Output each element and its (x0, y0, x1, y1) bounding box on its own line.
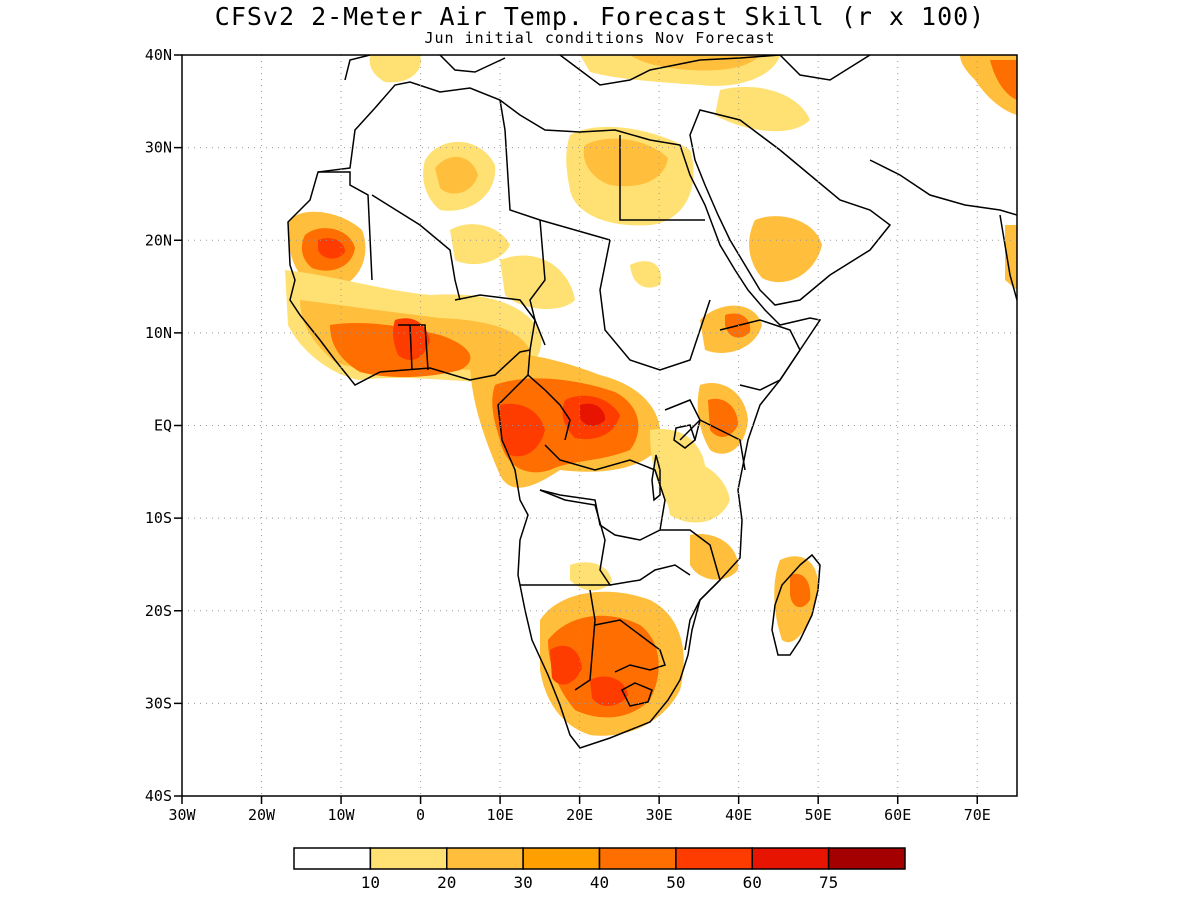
colorbar-label: 10 (361, 873, 380, 892)
lon-tick-label: 10W (328, 806, 356, 824)
lon-tick-label: 20W (248, 806, 276, 824)
lon-tick-label: 70E (964, 806, 991, 824)
border-namibia-botswana (574, 589, 596, 691)
coastlines (287, 55, 1017, 749)
lake-victoria (673, 424, 696, 449)
skill-core-western-sahara-inner (318, 238, 345, 259)
skill-core-gabon (499, 403, 545, 457)
lat-tick-label: 10N (145, 324, 172, 342)
border-ethiopia-somalia (719, 319, 801, 391)
border-cameroon (527, 374, 571, 441)
colorbar-label: 60 (743, 873, 762, 892)
border-chad (529, 219, 546, 346)
lat-tick-label: EQ (154, 417, 172, 435)
lat-tick-label: 30N (145, 139, 172, 157)
colorbar-label: 75 (819, 873, 838, 892)
skill-area-zambia (570, 562, 612, 591)
skill-core-madagascar (790, 573, 811, 608)
africa-coastline (287, 81, 822, 749)
skill-area-sudan-north (630, 261, 661, 288)
skill-area-tanzania (660, 458, 730, 523)
border-mozambique (660, 529, 721, 651)
colorbar-label: 20 (437, 873, 456, 892)
skill-core-namibia (550, 645, 582, 685)
colorbar-swatch (827, 847, 906, 870)
colorbar-swatch (369, 847, 448, 870)
lake-tanganyika (651, 454, 661, 502)
lat-tick-label: 30S (145, 694, 172, 712)
colorbar-swatch (598, 847, 677, 870)
lon-tick-label: 40E (725, 806, 752, 824)
india-coastline (999, 214, 1017, 301)
skill-area-niger (450, 224, 510, 265)
skill-area-iraq (715, 86, 810, 132)
iran-coastline (869, 159, 1017, 216)
colorbar-swatch (293, 847, 372, 870)
lon-tick-label: 0 (416, 806, 425, 824)
skill-shading (285, 55, 1017, 736)
lat-tick-label: 10S (145, 509, 172, 527)
border-nigeria (454, 294, 536, 351)
lat-tick-label: 40N (145, 46, 172, 64)
colorbar-swatch (522, 847, 601, 870)
border-zambia-zimbabwe (609, 564, 691, 586)
border-uganda (664, 399, 701, 441)
latitude-axis: 40N 30N 20N 10N EQ 10S 20S 30S 40S (145, 46, 182, 805)
colorbar-swatch (675, 847, 753, 870)
lon-tick-label: 60E (884, 806, 911, 824)
lon-tick-label: 10E (487, 806, 514, 824)
border-western-sahara (318, 171, 373, 281)
colorbar-label: 50 (666, 873, 685, 892)
border-mauritania-mali (371, 194, 461, 301)
page-subtitle: Jun initial conditions Nov Forecast (424, 29, 776, 47)
lat-tick-label: 40S (145, 787, 172, 805)
page-title: CFSv2 2-Meter Air Temp. Forecast Skill (… (214, 2, 986, 31)
skill-band-southern-africa (548, 615, 659, 718)
colorbar-swatch (751, 847, 830, 870)
colorbar-label: 30 (513, 873, 532, 892)
colorbar-swatch (446, 847, 524, 870)
colorbar: 10 20 30 40 50 60 75 (293, 847, 906, 892)
europe-coastline (344, 55, 871, 86)
skill-core-algeria (435, 156, 478, 194)
border-algeria-libya (499, 99, 611, 241)
madagascar-coastline (771, 553, 821, 656)
skill-area-chad (500, 255, 575, 310)
border-botswana-sa (594, 619, 666, 673)
lon-tick-label: 20E (566, 806, 593, 824)
skill-core-congo-inner (580, 403, 606, 426)
lat-tick-label: 20S (145, 602, 172, 620)
skill-area-mediterranean (369, 55, 421, 83)
longitude-axis: 30W 20W 10W 0 10E 20E 30E 40E 50E 60E 70E (168, 796, 991, 824)
border-sudan (599, 239, 711, 371)
lat-tick-label: 20N (145, 231, 172, 249)
lon-tick-label: 50E (805, 806, 832, 824)
arabia-coastline (689, 109, 892, 306)
skill-core-iran-north (990, 60, 1017, 100)
lon-tick-label: 30W (168, 806, 196, 824)
lon-tick-label: 30E (646, 806, 673, 824)
skill-area-arabia (749, 216, 822, 283)
border-libya-egypt (619, 135, 705, 221)
lesotho (621, 682, 653, 707)
skill-core-libya-egypt (583, 138, 668, 187)
border-tanzania-kenya (679, 419, 746, 471)
skill-core-south-africa (590, 676, 628, 706)
skill-area-india-coast (1005, 225, 1017, 290)
colorbar-label: 40 (590, 873, 609, 892)
